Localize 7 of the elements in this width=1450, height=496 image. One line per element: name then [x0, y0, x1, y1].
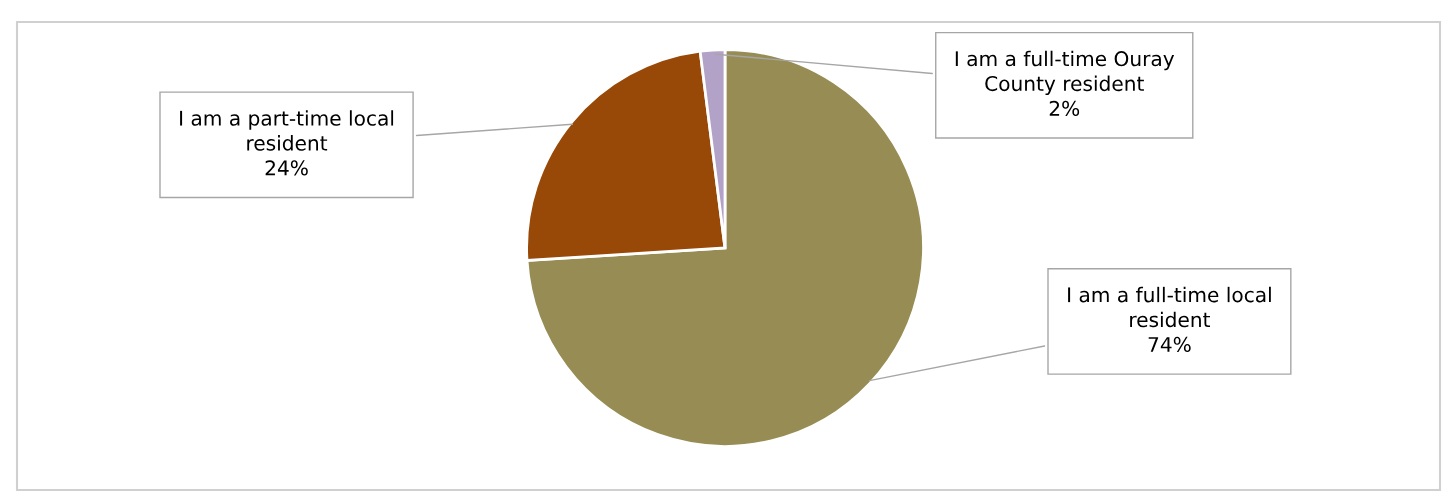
data-label: 24% [265, 160, 308, 176]
data-label: 2% [1049, 100, 1080, 116]
slice-label: I am a part-time local resident [180, 110, 394, 151]
pie-slice [525, 48, 925, 448]
slice-label: I am a full-time local resident [1068, 286, 1271, 328]
data-label: 74% [1148, 336, 1191, 353]
slice-label: I am a full-time Ouray County resident [955, 50, 1175, 96]
